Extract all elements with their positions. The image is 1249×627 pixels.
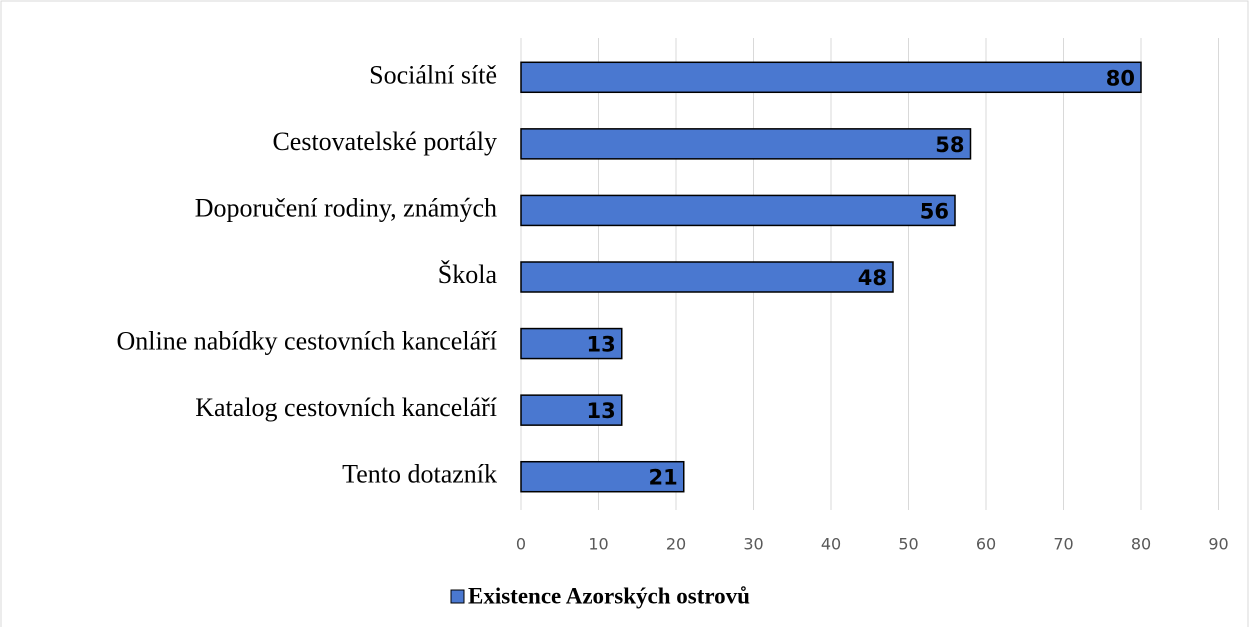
bar [520, 61, 1142, 94]
legend-swatch [450, 589, 465, 604]
bar [520, 194, 956, 227]
x-tick-label: 70 [1053, 535, 1073, 554]
x-tick-label: 30 [743, 535, 763, 554]
y-tick-label: Tento dotazník [342, 460, 497, 489]
x-tick-label: 20 [666, 535, 686, 554]
bar [520, 261, 894, 293]
x-tick-label: 90 [1208, 535, 1228, 554]
data-label: 56 [920, 199, 949, 223]
bar [520, 327, 623, 360]
data-label: 80 [1106, 66, 1135, 90]
y-tick-label: Doporučení rodiny, známých [195, 193, 497, 222]
y-tick-label: Škola [438, 260, 498, 289]
y-tick-label: Cestovatelské portály [272, 127, 497, 156]
bar [520, 128, 972, 160]
y-tick-label: Katalog cestovních kanceláří [195, 393, 497, 422]
bar [520, 394, 623, 426]
bar [520, 460, 685, 493]
data-label: 13 [587, 399, 616, 423]
data-label: 13 [587, 333, 616, 357]
x-tick-label: 50 [898, 535, 918, 554]
x-tick-label: 40 [821, 535, 841, 554]
y-tick-label: Sociální sítě [369, 60, 497, 89]
data-label: 21 [649, 466, 678, 490]
x-tick-label: 60 [976, 535, 996, 554]
x-tick-label: 10 [588, 535, 608, 554]
y-tick-label: Online nabídky cestovních kanceláří [117, 327, 497, 356]
x-tick-label: 0 [516, 535, 526, 554]
data-label: 58 [935, 133, 964, 157]
legend-label: Existence Azorských ostrovů [468, 583, 750, 608]
data-label: 48 [858, 266, 887, 290]
x-tick-label: 80 [1131, 535, 1151, 554]
